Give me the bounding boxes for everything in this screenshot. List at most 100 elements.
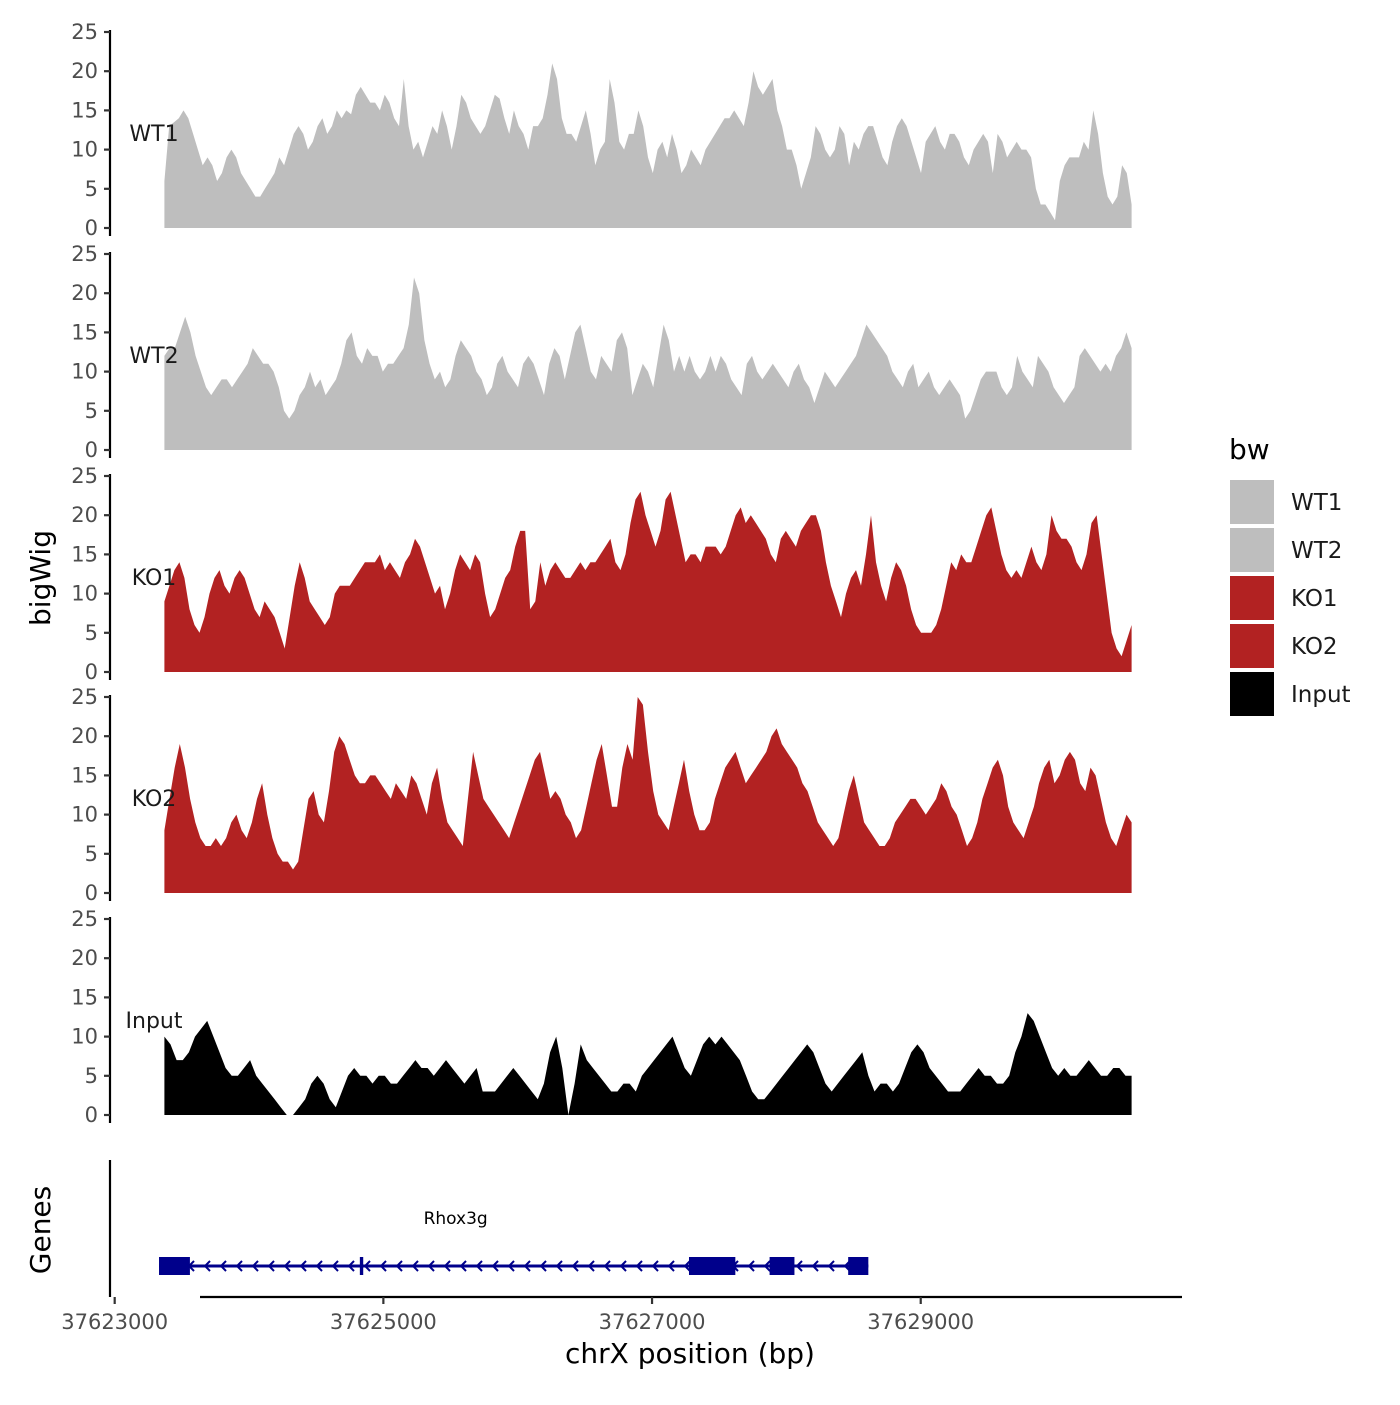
- strand-arrow: [363, 1260, 371, 1272]
- strand-arrow: [315, 1260, 323, 1272]
- tracks-layer: 0510152025WT10510152025WT20510152025KO10…: [71, 20, 1132, 1127]
- strand-arrow: [235, 1260, 243, 1272]
- gene-exon: [848, 1257, 869, 1275]
- area-ko2: [164, 697, 1132, 893]
- track-panel-wt2: 0 5 10 15 20 25 WT2: [71, 242, 1132, 462]
- strand-arrow: [571, 1260, 579, 1272]
- strand-arrow: [491, 1260, 499, 1272]
- x-tick-label: 37625000: [330, 1310, 437, 1334]
- y-tick-label: 0: [85, 660, 98, 684]
- legend-label-wt1: WT1: [1291, 490, 1342, 516]
- y-tick-label: 10: [71, 360, 98, 384]
- genes-layer: Rhox3g: [108, 1160, 869, 1297]
- y-tick-label: 5: [85, 1064, 98, 1088]
- strand-arrow: [539, 1260, 547, 1272]
- strand-arrow: [667, 1260, 675, 1272]
- y-tick-label: 25: [71, 242, 98, 266]
- strand-arrow: [635, 1260, 643, 1272]
- legend-key-ko1: [1230, 576, 1274, 620]
- strand-arrow: [811, 1260, 819, 1272]
- x-axis-title: chrX position (bp): [565, 1337, 815, 1370]
- y-tick-label: 5: [85, 621, 98, 645]
- strand-arrow: [651, 1260, 659, 1272]
- strand-arrow: [299, 1260, 307, 1272]
- strand-arrow: [427, 1260, 435, 1272]
- strand-arrow: [219, 1260, 227, 1272]
- track-label-wt2: WT2: [129, 344, 178, 369]
- area-input: [164, 1013, 1132, 1115]
- strand-arrow: [795, 1260, 803, 1272]
- area-wt1: [164, 63, 1132, 229]
- legend-key-ko2: [1230, 624, 1274, 668]
- strand-arrow: [443, 1260, 451, 1272]
- gene-exon: [359, 1257, 364, 1275]
- y-tick-label: 5: [85, 842, 98, 866]
- strand-arrow: [587, 1260, 595, 1272]
- y-tick-label: 10: [71, 138, 98, 162]
- track-panel-ko1: 0 5 10 15 20 25 KO1: [71, 464, 1132, 684]
- strand-arrow: [411, 1260, 419, 1272]
- y-tick-label: 0: [85, 216, 98, 240]
- y-tick-label: 10: [71, 582, 98, 606]
- y-tick-label: 5: [85, 399, 98, 423]
- strand-arrow: [459, 1260, 467, 1272]
- y-tick-label: 5: [85, 177, 98, 201]
- legend-key-wt2: [1230, 528, 1274, 572]
- y-tick-label: 0: [85, 1103, 98, 1127]
- legend-key-input: [1230, 672, 1274, 716]
- legend-title: bw: [1229, 433, 1270, 466]
- y-tick-label: 25: [71, 907, 98, 931]
- track-panel-input: 0 5 10 15 20 25 Input: [71, 907, 1132, 1127]
- legend: bw WT1 WT2 KO1 KO2 Input: [1229, 433, 1351, 716]
- legend-label-wt2: WT2: [1291, 538, 1342, 564]
- strand-arrow: [555, 1260, 563, 1272]
- gene-rhox3g: Rhox3g: [159, 1209, 869, 1275]
- strand-arrow: [251, 1260, 259, 1272]
- gene-exon: [159, 1257, 190, 1275]
- strand-arrow: [683, 1260, 691, 1272]
- legend-label-input: Input: [1291, 682, 1351, 708]
- legend-label-ko1: KO1: [1291, 586, 1338, 612]
- y-tick-label: 20: [71, 281, 98, 305]
- y-tick-label: 0: [85, 881, 98, 905]
- strand-arrow: [827, 1260, 835, 1272]
- strand-arrow: [283, 1260, 291, 1272]
- strand-arrow: [395, 1260, 403, 1272]
- strand-arrow: [763, 1260, 771, 1272]
- y-tick-label: 20: [71, 724, 98, 748]
- x-axis: 37623000 37625000 37627000 37629000: [61, 1295, 1182, 1334]
- y-tick-label: 25: [71, 20, 98, 44]
- gene-exon: [769, 1257, 795, 1275]
- y-tick-label: 20: [71, 503, 98, 527]
- x-tick-label: 37627000: [599, 1310, 706, 1334]
- y-tick-label: 15: [71, 542, 98, 566]
- area-ko1: [164, 491, 1132, 672]
- strand-arrow: [267, 1260, 275, 1272]
- track-label-ko1: KO1: [132, 566, 177, 591]
- track-panel-ko2: 0 5 10 15 20 25 KO2: [71, 685, 1132, 905]
- legend-label-ko2: KO2: [1291, 634, 1338, 660]
- strand-arrow: [523, 1260, 531, 1272]
- y-tick-label: 20: [71, 59, 98, 83]
- gene-exon: [688, 1257, 736, 1275]
- area-wt2: [164, 277, 1132, 450]
- x-tick-label: 37623000: [61, 1310, 168, 1334]
- genes-axis-title: Genes: [24, 1186, 57, 1274]
- y-tick-label: 25: [71, 464, 98, 488]
- y-tick-label: 15: [71, 985, 98, 1009]
- legend-key-wt1: [1230, 480, 1274, 524]
- track-label-wt1: WT1: [129, 122, 178, 147]
- strand-arrow: [203, 1260, 211, 1272]
- y-axis-title: bigWig: [24, 530, 57, 626]
- strand-arrow: [379, 1260, 387, 1272]
- track-label-input: Input: [126, 1009, 183, 1034]
- y-tick-label: 0: [85, 438, 98, 462]
- y-tick-label: 15: [71, 763, 98, 787]
- strand-arrow: [619, 1260, 627, 1272]
- y-tick-label: 20: [71, 946, 98, 970]
- strand-arrow: [747, 1260, 755, 1272]
- y-tick-label: 10: [71, 803, 98, 827]
- strand-arrow: [507, 1260, 515, 1272]
